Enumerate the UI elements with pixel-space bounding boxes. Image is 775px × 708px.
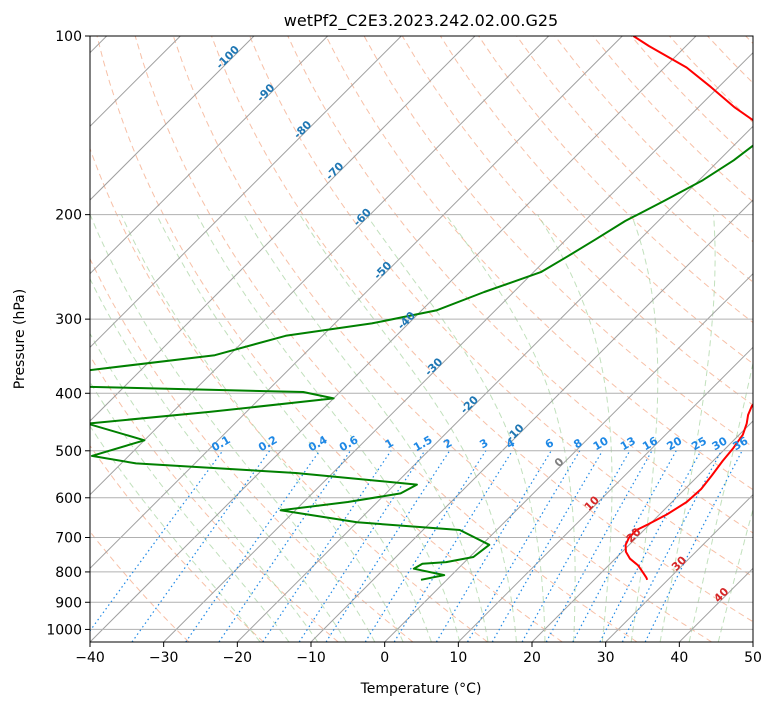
y-axis-title: Pressure (hPa) — [12, 289, 28, 389]
isotherm-line — [90, 36, 550, 496]
x-tick-label: −20 — [223, 650, 253, 666]
moist-adiabat-line — [156, 214, 432, 642]
isotherm-line — [90, 36, 329, 275]
y-tick-label: 300 — [55, 312, 82, 328]
isotherm-line — [605, 493, 753, 642]
x-tick-label: −40 — [75, 650, 105, 666]
isotherm-line — [163, 51, 753, 642]
moist-adiabat-line — [90, 332, 319, 642]
mixing-ratio-line — [262, 450, 392, 642]
y-tick-label: 600 — [55, 491, 82, 507]
plot-background — [90, 36, 753, 642]
y-tick-label: 100 — [55, 29, 82, 45]
dry-adiabat-line — [516, 36, 753, 283]
mixing-ratio-line — [599, 450, 702, 642]
x-tick-label: 20 — [523, 650, 541, 666]
isotherm-line — [457, 346, 753, 642]
moist-adiabat-line — [365, 214, 546, 642]
isotherm-line — [90, 36, 623, 570]
dewpoint-profile-line — [90, 144, 753, 581]
mixing-ratio-line — [466, 450, 581, 642]
isotherm-line — [90, 36, 697, 642]
dry-adiabat-line — [249, 36, 753, 578]
dry-adiabat-line — [325, 36, 753, 491]
moist-adiabat-line — [445, 214, 576, 642]
moist-adiabat-line — [90, 381, 290, 642]
x-tick-label: 0 — [380, 650, 389, 666]
isotherm-line — [90, 36, 255, 201]
y-tick-label: 1000 — [46, 622, 82, 638]
isotherm-line — [384, 272, 753, 642]
moist-adiabat-line — [630, 214, 659, 642]
x-tick-label: −30 — [149, 650, 179, 666]
y-tick-label: 500 — [55, 444, 82, 460]
isotherm-line — [752, 641, 753, 642]
x-tick-label: −10 — [296, 650, 326, 666]
x-axis-title: Temperature (°C) — [360, 681, 482, 697]
moist-adiabat-line — [659, 214, 716, 642]
isotherm-line — [90, 36, 402, 349]
axes: −40 −30 −20 −10 0 10 20 30 40 50 100 200 300 400 500 60… — [46, 29, 762, 666]
x-tick-label: 40 — [670, 650, 688, 666]
moist-adiabat-line — [90, 277, 347, 642]
mixing-ratio-line — [325, 450, 451, 642]
moist-adiabat-line — [120, 214, 404, 642]
temperature-profile-line — [624, 36, 753, 581]
dry-adiabat-line — [287, 36, 753, 534]
mixing-ratio-line — [572, 450, 677, 642]
dry-adiabat-line — [211, 36, 753, 623]
mixing-ratio-line — [393, 450, 513, 642]
profile-lines — [90, 36, 753, 581]
x-tick-label: 10 — [449, 650, 467, 666]
y-tick-label: 400 — [55, 386, 82, 402]
isotherm-line — [236, 125, 753, 642]
mixing-ratio-line — [218, 450, 351, 642]
mixing-ratio-line — [364, 450, 487, 642]
chart-title: wetPf2_C2E3.2023.242.02.00.G25 — [284, 11, 558, 31]
dry-adiabat-line — [90, 444, 264, 642]
isotherm-line — [90, 36, 476, 422]
x-tick-label: 50 — [744, 650, 762, 666]
moist-adiabat-line — [90, 214, 376, 642]
y-tick-label: 700 — [55, 531, 82, 547]
mixing-ratio-line — [185, 450, 321, 642]
mixing-ratio-line — [435, 450, 552, 642]
dry-adiabat-line — [96, 36, 563, 642]
dry-adiabat-line — [90, 257, 414, 642]
dry-adiabat-line — [172, 36, 712, 642]
isotherm-line — [531, 420, 753, 642]
y-tick-label: 900 — [55, 595, 82, 611]
x-tick-label: 30 — [597, 650, 615, 666]
plot-area — [90, 36, 753, 642]
moist-adiabat-line — [243, 214, 489, 642]
y-tick-label: 800 — [55, 565, 82, 581]
reference-lines — [90, 36, 753, 642]
isotherm-line — [310, 199, 753, 642]
plot-frame — [89, 35, 754, 643]
moist-adiabat-line — [537, 214, 613, 642]
moist-adiabat-line — [196, 214, 461, 642]
y-tick-label: 200 — [55, 208, 82, 224]
